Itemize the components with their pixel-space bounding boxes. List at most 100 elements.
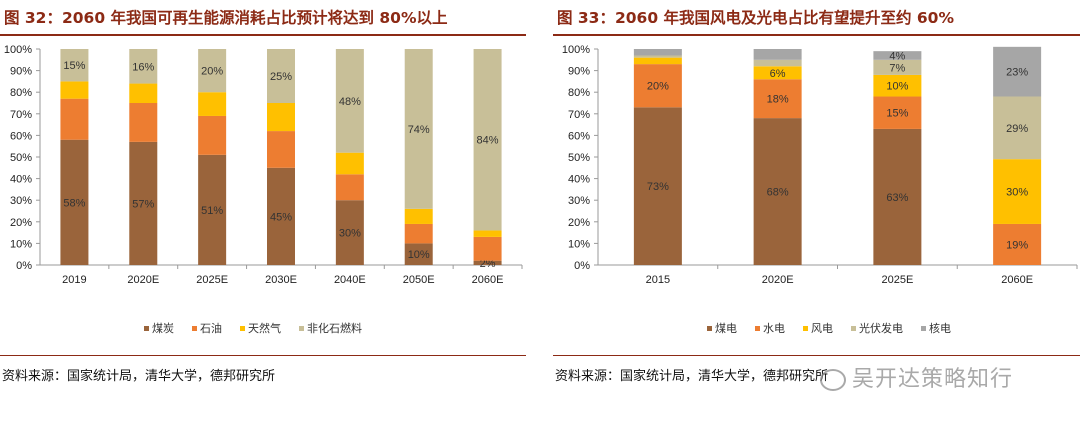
bar-segment bbox=[404, 49, 433, 209]
legend-swatch bbox=[240, 326, 245, 331]
y-tick-label: 70% bbox=[10, 109, 32, 121]
data-label: 58% bbox=[63, 197, 85, 209]
y-tick-label: 40% bbox=[10, 174, 32, 186]
bar-segment bbox=[129, 141, 158, 265]
figure-32-source: 资料来源：国家统计局，清华大学，德邦研究所 bbox=[2, 369, 276, 384]
legend-swatch bbox=[707, 326, 712, 331]
data-label: 25% bbox=[270, 71, 292, 83]
bar-segment bbox=[60, 98, 89, 140]
y-tick-label: 0% bbox=[16, 260, 32, 272]
y-tick-label: 70% bbox=[568, 109, 590, 121]
y-tick-label: 80% bbox=[10, 87, 32, 99]
x-tick-label: 2060E bbox=[1001, 274, 1033, 286]
data-label: 57% bbox=[132, 198, 154, 210]
bar-segment bbox=[473, 260, 502, 265]
bar-segment bbox=[993, 46, 1042, 97]
bar-segment bbox=[129, 103, 158, 142]
y-tick-label: 50% bbox=[568, 152, 590, 164]
y-tick-label: 40% bbox=[568, 174, 590, 186]
bar-segment bbox=[335, 174, 364, 201]
bar-segment bbox=[993, 96, 1042, 160]
bar-segment bbox=[60, 81, 89, 99]
legend-label: 风电 bbox=[811, 322, 833, 335]
legend-label: 天然气 bbox=[248, 321, 281, 335]
bar-segment bbox=[267, 103, 295, 132]
bar-segment bbox=[753, 49, 802, 60]
figure-32-title: 图 32：2060 年我国可再生能源消耗占比预计将达到 80%以上 bbox=[4, 9, 448, 27]
bar-segment bbox=[473, 236, 502, 261]
x-tick-label: 2060E bbox=[472, 274, 504, 286]
bar-segment bbox=[404, 223, 433, 244]
bar-segment bbox=[993, 159, 1042, 224]
data-label: 2% bbox=[480, 258, 496, 270]
x-tick-label: 2020E bbox=[762, 274, 794, 286]
y-tick-label: 50% bbox=[10, 152, 32, 164]
data-label: 45% bbox=[270, 211, 292, 223]
data-label: 84% bbox=[477, 135, 499, 147]
bar-segment bbox=[267, 131, 295, 168]
y-tick-label: 20% bbox=[10, 217, 32, 229]
figure-33-source: 资料来源：国家统计局，清华大学，德邦研究所 bbox=[555, 369, 829, 384]
data-label: 4% bbox=[889, 50, 905, 62]
legend-label: 非化石燃料 bbox=[307, 321, 362, 335]
data-label: 20% bbox=[201, 66, 223, 78]
data-label: 19% bbox=[1006, 239, 1028, 251]
legend-label: 光伏发电 bbox=[859, 321, 903, 335]
y-tick-label: 60% bbox=[568, 130, 590, 142]
bar-segment bbox=[633, 107, 682, 265]
y-tick-label: 100% bbox=[4, 44, 32, 56]
legend-label: 核电 bbox=[929, 321, 951, 335]
y-tick-label: 30% bbox=[568, 195, 590, 207]
legend-swatch bbox=[299, 326, 304, 331]
title-rule bbox=[553, 34, 1080, 36]
source-rule bbox=[553, 355, 1080, 356]
bar-segment bbox=[404, 243, 433, 265]
data-label: 74% bbox=[408, 124, 430, 136]
energy-consumption-chart: 0% 10% 20% 30% 40% 50% 60% 70% 80% 90% 100% 2019 58%… bbox=[4, 44, 523, 335]
y-tick-label: 60% bbox=[10, 130, 32, 142]
bar-segment bbox=[335, 49, 364, 153]
y-tick-label: 90% bbox=[10, 66, 32, 78]
x-tick-label: 2020E bbox=[127, 274, 159, 286]
data-label: 10% bbox=[408, 249, 430, 261]
data-label: 30% bbox=[1006, 187, 1028, 199]
bar-segment bbox=[335, 200, 364, 265]
watermark-text: 吴开达策略知行 bbox=[852, 367, 1014, 392]
bar-segment bbox=[335, 152, 364, 175]
x-tick-label: 2050E bbox=[403, 274, 435, 286]
y-tick-label: 100% bbox=[562, 44, 590, 56]
legend-label: 煤炭 bbox=[152, 322, 174, 335]
bar-segment bbox=[60, 139, 89, 265]
bar-segment bbox=[129, 83, 158, 103]
figure-33-panel: 图 33：2060 年我国风电及光电占比有望提升至约 60% 0% 10% 20% 3… bbox=[553, 0, 1080, 425]
data-label: 48% bbox=[339, 96, 361, 108]
x-tick-label: 2025E bbox=[881, 274, 913, 286]
legend-swatch bbox=[755, 326, 760, 331]
bar-segment bbox=[633, 49, 682, 56]
data-label: 73% bbox=[647, 181, 669, 193]
watermark: 吴开达策略知行 bbox=[820, 361, 1013, 393]
bar-segment bbox=[633, 64, 682, 108]
data-label: 15% bbox=[63, 60, 85, 72]
title-rule bbox=[0, 34, 526, 36]
data-label: 63% bbox=[886, 192, 908, 204]
bar-segment bbox=[473, 230, 502, 237]
legend-swatch bbox=[851, 326, 856, 331]
bar-segment bbox=[873, 96, 922, 129]
data-label: 68% bbox=[767, 187, 789, 199]
bar-segment bbox=[873, 51, 922, 60]
x-tick-label: 2025E bbox=[196, 274, 228, 286]
data-label: 23% bbox=[1006, 67, 1028, 79]
y-tick-label: 80% bbox=[568, 87, 590, 99]
legend-swatch bbox=[803, 326, 808, 331]
data-label: 51% bbox=[201, 205, 223, 217]
data-label: 15% bbox=[886, 108, 908, 120]
data-label: 16% bbox=[132, 61, 154, 73]
data-label: 30% bbox=[339, 228, 361, 240]
bar-segment bbox=[873, 59, 922, 75]
bar-segment bbox=[198, 115, 227, 155]
legend-label: 石油 bbox=[200, 321, 222, 335]
bar-segment bbox=[873, 128, 922, 265]
y-tick-label: 10% bbox=[10, 238, 32, 250]
bar-segment bbox=[753, 66, 802, 80]
